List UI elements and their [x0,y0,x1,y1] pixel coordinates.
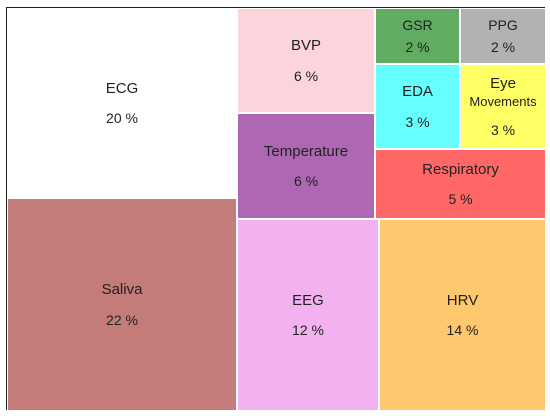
tile-label-ppg: PPG [488,17,518,34]
tile-bvp: BVP 6 % [237,8,375,113]
tile-label-bvp: BVP [290,37,321,55]
tile-eda: EDA 3 % [375,64,460,149]
tile-value-gsr: 2 % [405,38,430,55]
treemap-chart: ECG 20 % Saliva 22 % BVP 6 % Temperature 6 % EEG… [6,7,546,411]
tile-respiratory: Respiratory 5 % [375,149,546,219]
tile-ppg: PPG 2 % [460,8,546,64]
tile-value-ppg: 2 % [490,38,516,55]
tile-label-eye-movements: Eye [490,75,516,92]
tile-value-ecg: 20 % [106,110,138,127]
tile-label-hrv: HRV [446,291,479,309]
tile-value-eye-movements: 3 % [490,122,516,138]
tile-value-bvp: 6 % [293,67,319,84]
tile-gsr: GSR 2 % [375,8,460,64]
tile-value-respiratory: 5 % [448,191,473,208]
tile-value-temperature: 6 % [293,173,319,190]
tile-label-eeg: EEG [292,291,324,309]
tile-eye-movements: Eye Movements 3 % [460,64,546,149]
tile-label-saliva: Saliva [101,281,143,299]
tile-label-respiratory: Respiratory [422,160,499,178]
tile-eeg: EEG 12 % [237,219,379,411]
tile-label-eda: EDA [402,83,433,101]
tile-temperature: Temperature 6 % [237,113,375,219]
tile-value-hrv: 14 % [446,322,479,339]
tile-saliva: Saliva 22 % [7,198,237,411]
tile-label-line2-eye-movements: Movements [469,93,537,109]
tile-label-ecg: ECG [105,79,139,97]
tile-value-saliva: 22 % [106,311,138,328]
tile-hrv: HRV 14 % [379,219,546,411]
tile-ecg: ECG 20 % [7,8,237,198]
tile-label-temperature: Temperature [263,142,349,160]
tile-value-eeg: 12 % [292,322,324,339]
tile-label-gsr: GSR [402,17,433,34]
tile-value-eda: 3 % [405,113,430,130]
